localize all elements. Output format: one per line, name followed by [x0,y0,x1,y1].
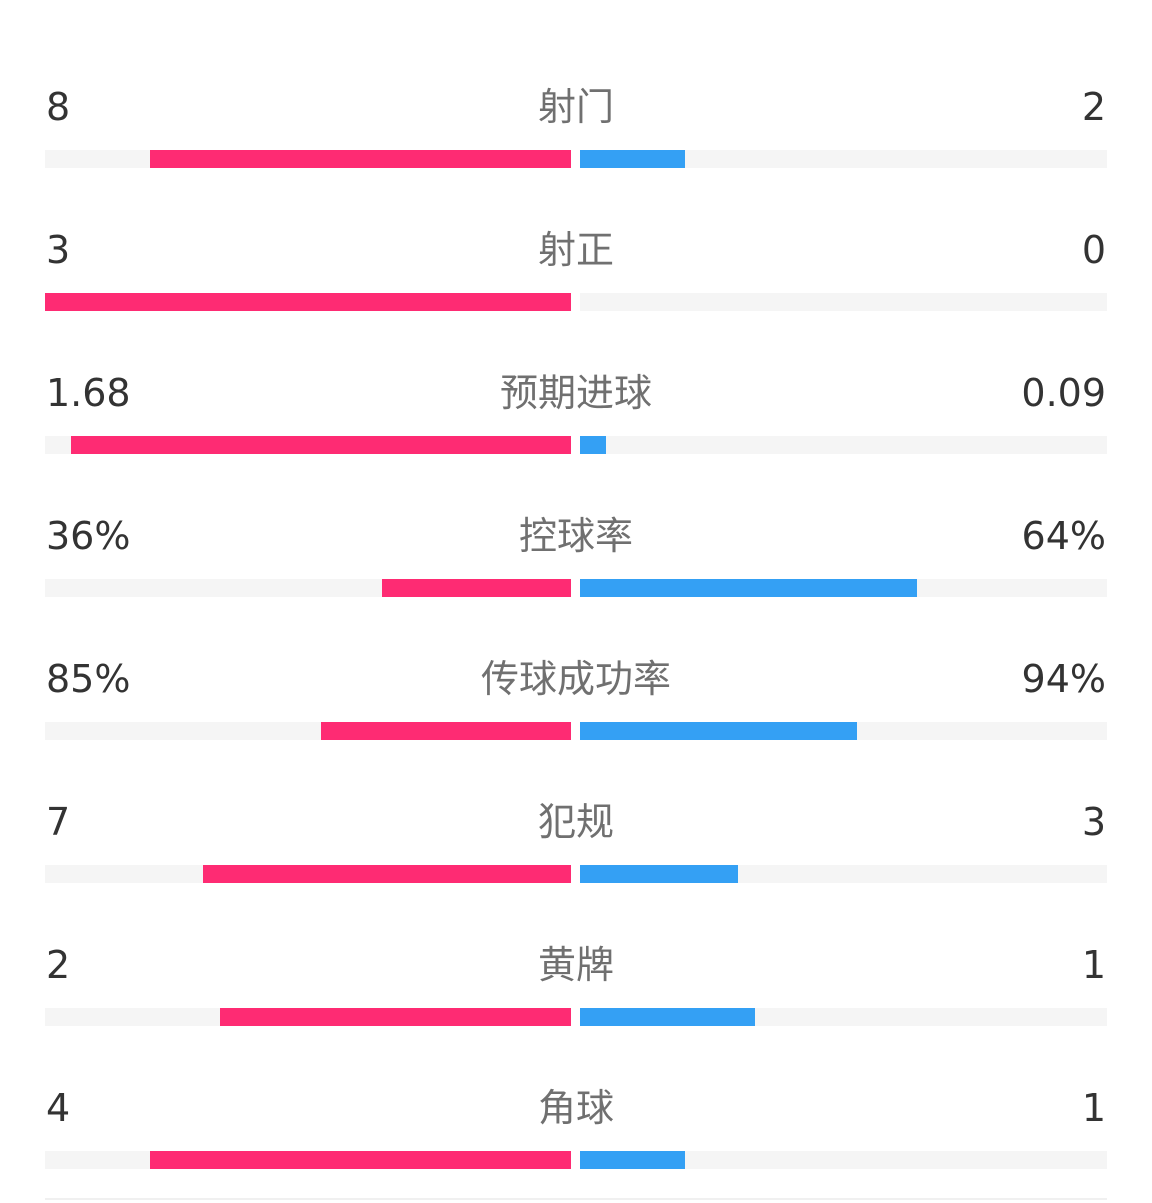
stat-row-corners: 4 角球 1 [0,1028,1152,1171]
home-bar [202,865,571,883]
home-bar [220,1008,571,1026]
stat-row-shots-on-target: 3 射正 0 [0,170,1152,313]
stat-label: 控球率 [518,514,633,558]
away-bar-track [580,722,1107,740]
home-value: 4 [46,1086,71,1130]
stat-row-possession: 36% 控球率 64% [0,456,1152,599]
away-bar-track [580,293,1107,311]
away-bar-track [580,579,1107,597]
bottom-divider [45,1198,1107,1200]
away-bar-track [580,150,1107,168]
away-bar-track [580,1151,1107,1169]
home-value: 2 [46,943,71,987]
home-bar [45,293,571,311]
home-bar-track [45,150,571,168]
away-value: 0 [1081,228,1106,272]
stat-row-pass-accuracy: 85% 传球成功率 94% [0,599,1152,742]
home-bar-track [45,1008,571,1026]
home-value: 7 [46,800,71,844]
away-bar-track [580,1008,1107,1026]
home-bar [321,722,571,740]
stat-row-expected-goals: 1.68 预期进球 0.09 [0,313,1152,456]
home-value: 8 [46,85,71,129]
home-value: 36% [46,514,131,558]
home-bar-track [45,865,571,883]
away-value: 2 [1081,85,1106,129]
home-bar [381,579,571,597]
home-value: 3 [46,228,71,272]
stat-label: 黄牌 [537,943,614,987]
home-value: 85% [46,657,131,701]
away-value: 1 [1081,1086,1106,1130]
away-bar [580,436,607,454]
stat-label: 传球成功率 [480,657,671,701]
home-bar [71,436,571,454]
stat-label: 角球 [537,1086,614,1130]
stat-label: 预期进球 [499,371,652,415]
away-bar [580,150,686,168]
home-value: 1.68 [46,371,131,415]
stat-row-fouls: 7 犯规 3 [0,742,1152,885]
stat-row-yellow-cards: 2 黄牌 1 [0,885,1152,1028]
away-value: 1 [1081,943,1106,987]
away-bar-track [580,436,1107,454]
stat-label: 射门 [537,85,614,129]
home-bar-track [45,579,571,597]
home-bar-track [45,436,571,454]
away-value: 3 [1081,800,1106,844]
stat-label: 射正 [537,228,614,272]
away-bar [580,1151,686,1169]
home-bar [150,150,571,168]
home-bar-track [45,722,571,740]
away-value: 64% [1021,514,1106,558]
away-bar [580,722,857,740]
away-bar [580,1008,756,1026]
away-bar-track [580,865,1107,883]
away-bar [580,865,739,883]
home-bar-track [45,1151,571,1169]
home-bar [150,1151,571,1169]
away-value: 0.09 [1021,371,1106,415]
away-value: 94% [1021,657,1106,701]
stat-label: 犯规 [537,800,614,844]
away-bar [580,579,918,597]
stat-row-shots: 8 射门 2 [0,27,1152,170]
home-bar-track [45,293,571,311]
